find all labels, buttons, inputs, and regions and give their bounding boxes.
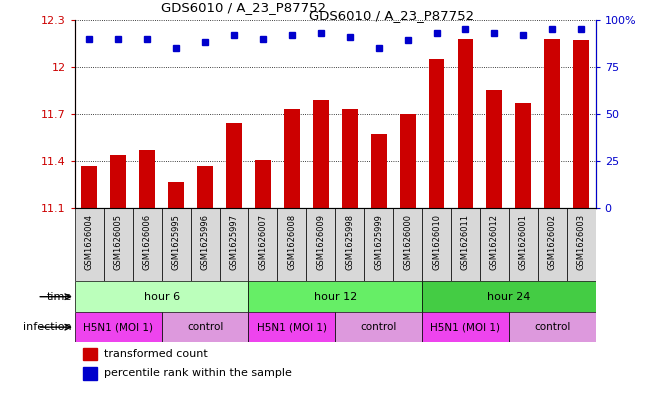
Bar	[75, 281, 249, 312]
Bar	[255, 160, 271, 208]
Bar	[219, 208, 249, 281]
Text: hour 24: hour 24	[487, 292, 531, 302]
Bar	[133, 208, 161, 281]
Bar	[307, 208, 335, 281]
Text: GSM1626003: GSM1626003	[577, 214, 586, 270]
Bar	[422, 312, 509, 342]
Bar	[486, 90, 503, 208]
Text: GSM1626011: GSM1626011	[461, 214, 470, 270]
Text: time: time	[46, 292, 72, 302]
Bar	[509, 208, 538, 281]
Bar	[451, 208, 480, 281]
Bar	[538, 208, 567, 281]
Bar	[139, 150, 155, 208]
Text: H5N1 (MOI 1): H5N1 (MOI 1)	[430, 322, 501, 332]
Text: hour 6: hour 6	[144, 292, 180, 302]
Bar	[428, 59, 445, 208]
Text: GSM1626012: GSM1626012	[490, 214, 499, 270]
Text: GSM1626008: GSM1626008	[287, 214, 296, 270]
Text: GDS6010 / A_23_P87752: GDS6010 / A_23_P87752	[161, 1, 326, 14]
Text: H5N1 (MOI 1): H5N1 (MOI 1)	[83, 322, 153, 332]
Bar	[509, 312, 596, 342]
Bar	[277, 208, 307, 281]
Text: GSM1626001: GSM1626001	[519, 214, 528, 270]
Text: transformed count: transformed count	[104, 349, 207, 360]
Bar	[161, 208, 191, 281]
Bar	[313, 100, 329, 208]
Bar	[335, 312, 422, 342]
Bar	[249, 312, 335, 342]
Text: control: control	[534, 322, 570, 332]
Bar	[422, 208, 451, 281]
Text: GSM1626005: GSM1626005	[114, 214, 123, 270]
Bar	[75, 312, 161, 342]
Bar	[284, 109, 300, 208]
Text: GSM1625998: GSM1625998	[345, 214, 354, 270]
Bar	[342, 109, 357, 208]
Bar	[393, 208, 422, 281]
Text: GSM1626004: GSM1626004	[85, 214, 94, 270]
Text: percentile rank within the sample: percentile rank within the sample	[104, 369, 292, 378]
Text: infection: infection	[23, 322, 72, 332]
Bar	[516, 103, 531, 208]
Text: GSM1626002: GSM1626002	[547, 214, 557, 270]
Bar	[480, 208, 509, 281]
Text: GDS6010 / A_23_P87752: GDS6010 / A_23_P87752	[309, 9, 475, 22]
Bar	[400, 114, 415, 208]
Text: control: control	[361, 322, 397, 332]
Bar	[226, 123, 242, 208]
Bar	[544, 39, 561, 208]
Bar	[83, 348, 97, 360]
Bar	[161, 312, 249, 342]
Bar	[191, 208, 219, 281]
Bar	[249, 208, 277, 281]
Bar	[249, 281, 422, 312]
Text: H5N1 (MOI 1): H5N1 (MOI 1)	[257, 322, 327, 332]
Bar	[422, 281, 596, 312]
Text: GSM1625999: GSM1625999	[374, 214, 383, 270]
Text: GSM1625995: GSM1625995	[172, 214, 180, 270]
Bar	[104, 208, 133, 281]
Text: hour 12: hour 12	[314, 292, 357, 302]
Text: GSM1626000: GSM1626000	[403, 214, 412, 270]
Bar	[364, 208, 393, 281]
Bar	[197, 166, 213, 208]
Bar	[168, 182, 184, 208]
Bar	[335, 208, 364, 281]
Text: control: control	[187, 322, 223, 332]
Text: GSM1626009: GSM1626009	[316, 214, 326, 270]
Text: GSM1626007: GSM1626007	[258, 214, 268, 270]
Bar	[458, 39, 473, 208]
Text: GSM1626006: GSM1626006	[143, 214, 152, 270]
Bar	[110, 155, 126, 208]
Text: GSM1625997: GSM1625997	[230, 214, 238, 270]
Bar	[567, 208, 596, 281]
Bar	[370, 134, 387, 208]
Bar	[81, 166, 97, 208]
Text: GSM1625996: GSM1625996	[201, 214, 210, 270]
Bar	[75, 208, 104, 281]
Bar	[83, 367, 97, 380]
Bar	[574, 40, 589, 208]
Text: GSM1626010: GSM1626010	[432, 214, 441, 270]
